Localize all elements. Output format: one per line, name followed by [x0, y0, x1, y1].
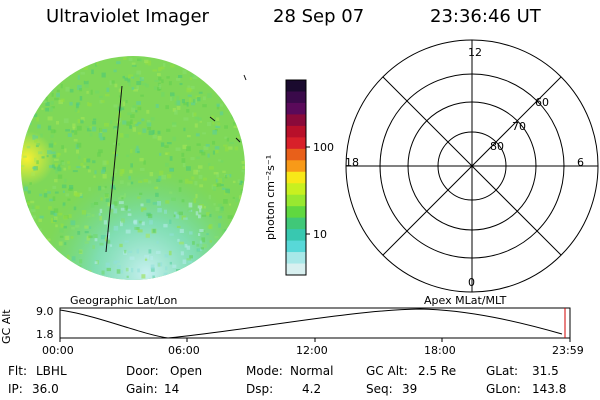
polar-ring-label-80: 80	[490, 140, 504, 153]
colorbar-swatch	[286, 240, 306, 253]
footer-flt-value: LBHL	[36, 364, 67, 378]
footer-seq-label: Seq:	[366, 382, 393, 396]
colorbar-tick-10: 10	[313, 228, 327, 241]
polar-ring-label-70: 70	[512, 120, 526, 133]
footer-mode-value: Normal	[290, 364, 334, 378]
footer-gcalt-value: 2.5 Re	[418, 364, 457, 378]
colorbar	[286, 80, 306, 276]
polar-label-12: 12	[468, 46, 482, 59]
timeline-xtick-0000: 00:00	[42, 344, 74, 357]
polar-label-18: 18	[345, 156, 359, 169]
polar-diag-2	[382, 76, 562, 256]
date-label: 28 Sep 07	[273, 6, 365, 27]
colorbar-swatch	[286, 229, 306, 242]
footer-glon-value: 143.8	[532, 382, 567, 396]
timeline-left-title: Geographic Lat/Lon	[70, 294, 178, 307]
footer-dsp-value: 4.2	[302, 382, 322, 396]
footer-gcalt-label: GC Alt:	[366, 364, 408, 378]
terminator-line	[105, 85, 123, 253]
colorbar-swatch	[286, 206, 306, 219]
timeline-ytick-9: 9.0	[36, 305, 54, 318]
app-title: Ultraviolet Imager	[46, 6, 209, 27]
footer-ip-value: 36.0	[32, 382, 59, 396]
timeline-xtick-1200: 12:00	[296, 344, 328, 357]
footer-ip-label: IP:	[8, 382, 23, 396]
footer-glat-value: 31.5	[532, 364, 559, 378]
colorbar-swatch	[286, 114, 306, 127]
colorbar-swatch	[286, 102, 306, 115]
colorbar-swatch	[286, 125, 306, 138]
colorbar-swatch	[286, 217, 306, 230]
colorbar-swatch	[286, 91, 306, 104]
colorbar-swatch	[286, 194, 306, 207]
polar-label-0: 0	[468, 276, 475, 289]
timeline-right-title: Apex MLat/MLT	[424, 294, 507, 307]
timeline-frame	[59, 307, 571, 339]
colorbar-swatch	[286, 263, 306, 276]
colorbar-tick-100: 100	[313, 141, 334, 154]
uv-disc	[21, 56, 245, 280]
colorbar-swatch	[286, 137, 306, 150]
altitude-curve	[59, 308, 563, 339]
footer-glat-label: GLat:	[486, 364, 519, 378]
time-label: 23:36:46 UT	[430, 6, 541, 27]
footer-dsp-label: Dsp:	[246, 382, 274, 396]
footer-door-label: Door:	[126, 364, 159, 378]
colorbar-swatch	[286, 148, 306, 161]
timeline-ytick-1: 1.8	[36, 328, 54, 341]
timeline-xtick-0600: 06:00	[168, 344, 200, 357]
footer-seq-value: 39	[402, 382, 418, 396]
polar-label-6: 6	[577, 156, 584, 169]
footer-door-value: Open	[170, 364, 203, 378]
timeline-xtick-2359: 23:59	[552, 344, 584, 357]
footer-glon-label: GLon:	[486, 382, 521, 396]
colorbar-swatch	[286, 252, 306, 265]
colorbar-swatch	[286, 160, 306, 173]
footer-gain-value: 14	[164, 382, 180, 396]
colorbar-swatch	[286, 183, 306, 196]
footer-gain-label: Gain:	[126, 382, 158, 396]
polar-ring-label-60: 60	[535, 96, 549, 109]
footer-flt-label: Flt:	[8, 364, 27, 378]
colorbar-swatch	[286, 171, 306, 184]
footer-mode-label: Mode:	[246, 364, 283, 378]
colorbar-swatch	[286, 80, 306, 92]
timeline-xtick-1800: 18:00	[424, 344, 456, 357]
